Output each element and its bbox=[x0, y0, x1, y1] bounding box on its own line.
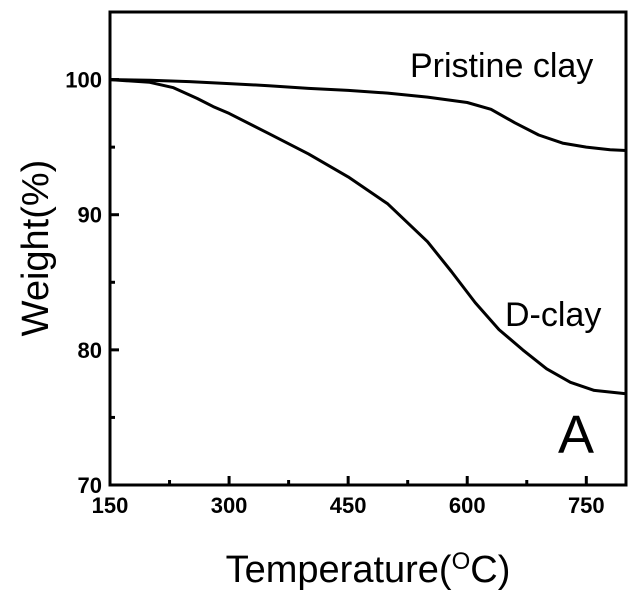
x-axis-label-main: Temperature( bbox=[226, 549, 452, 591]
x-tick-label: 300 bbox=[211, 493, 248, 518]
x-tick-label: 750 bbox=[568, 493, 605, 518]
y-axis-label: Weight(%) bbox=[15, 160, 57, 337]
plot-frame bbox=[108, 10, 628, 487]
x-axis-label-sup: O bbox=[452, 548, 471, 575]
x-axis-label: Temperature(OC) bbox=[226, 548, 511, 592]
x-axis-label-end: C) bbox=[470, 549, 510, 591]
series-line-0 bbox=[109, 78, 627, 152]
x-tick-label: 450 bbox=[330, 493, 367, 518]
series-line-1 bbox=[109, 78, 627, 396]
series-label-pristine-clay: Pristine clay bbox=[410, 47, 593, 85]
plot-lines bbox=[109, 78, 627, 396]
series-label-d-clay: D-clay bbox=[505, 296, 601, 334]
y-tick-label: 70 bbox=[78, 473, 102, 498]
x-tick-label: 150 bbox=[92, 493, 129, 518]
y-tick-label: 80 bbox=[78, 338, 102, 363]
y-tick-label: 100 bbox=[65, 68, 102, 93]
x-tick-label: 600 bbox=[449, 493, 486, 518]
panel-label: A bbox=[558, 405, 594, 465]
tick-labels: 150 300 450 600 750 70 80 90 100 bbox=[65, 68, 604, 518]
axis-ticks bbox=[108, 78, 588, 487]
y-tick-label: 90 bbox=[78, 203, 102, 228]
